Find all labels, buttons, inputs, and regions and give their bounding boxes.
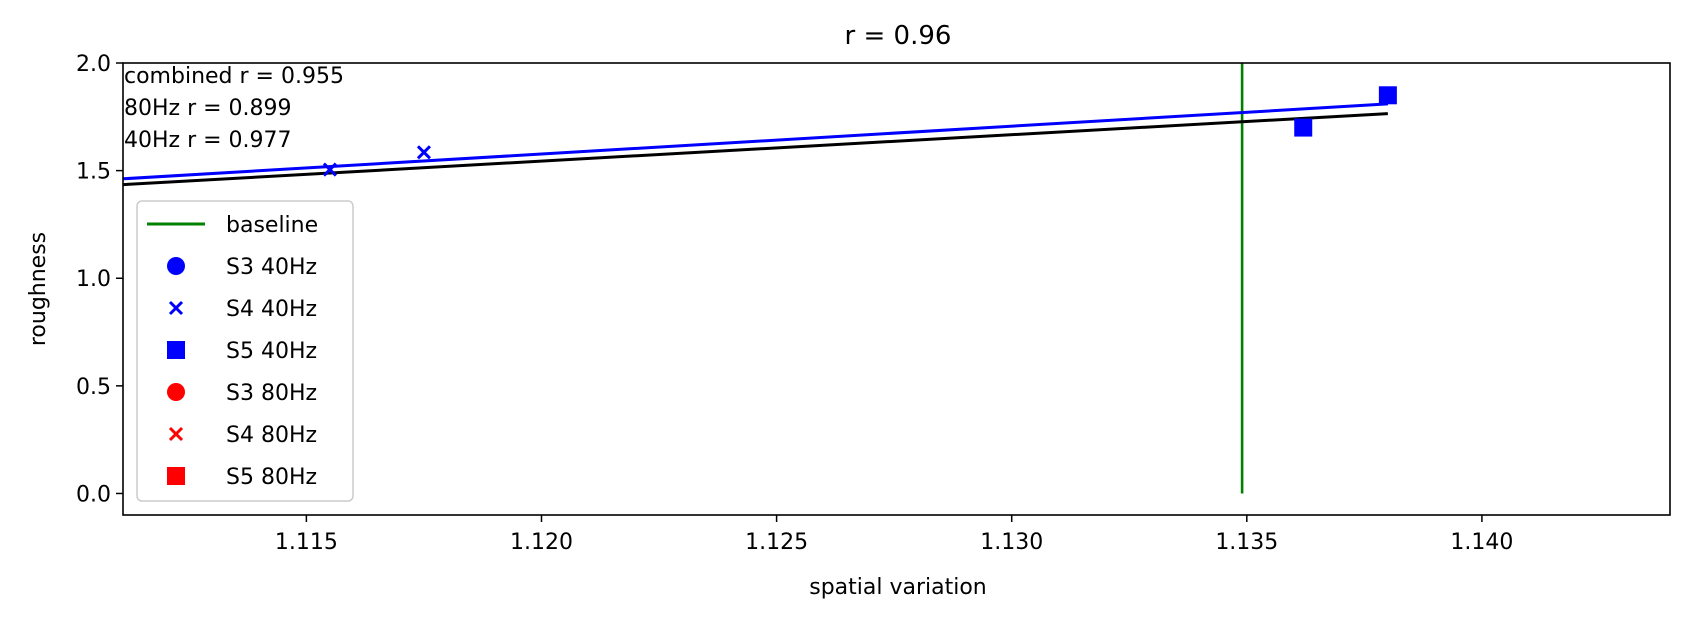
x-tick-label: 1.125	[745, 530, 808, 555]
fit-line-0	[123, 112, 1388, 187]
legend-marker-swatch	[168, 300, 184, 316]
legend-entry-s4-40hz: S4 40Hz	[168, 297, 317, 322]
legend: baseline S3 40Hz S4 40Hz S5 40Hz S3 80Hz S4 8…	[136, 200, 354, 502]
x-tick-label: 1.120	[510, 530, 573, 555]
legend-entry-baseline: baseline	[147, 213, 318, 238]
legend-label: S5 40Hz	[226, 339, 317, 364]
plot-area	[123, 63, 1397, 494]
x-tick-label: 1.140	[1450, 530, 1513, 555]
annotation-80hz-r: 80Hz r = 0.899	[124, 96, 292, 121]
y-tick-label: 0.5	[76, 375, 111, 400]
point-s5-40hz-0	[1294, 118, 1313, 137]
point-s5-40hz-1	[1378, 86, 1397, 105]
plot-marks	[123, 63, 1397, 494]
legend-entry-s5-40hz: S5 40Hz	[167, 339, 317, 364]
chart-title: r = 0.96	[845, 21, 952, 51]
y-axis-ticks: 0.0 0.5 1.0 1.5 2.0	[76, 52, 123, 507]
y-tick-label: 0.0	[76, 482, 111, 507]
legend-entry-s4-80hz: S4 80Hz	[168, 423, 317, 448]
legend-entry-s5-80hz: S5 80Hz	[167, 465, 317, 490]
legend-marker-swatch	[167, 257, 185, 275]
legend-label: baseline	[226, 213, 318, 238]
x-tick-label: 1.135	[1215, 530, 1278, 555]
legend-label: S4 40Hz	[226, 297, 317, 322]
legend-entry-s3-40hz: S3 40Hz	[167, 255, 317, 280]
x-axis-label: spatial variation	[809, 575, 987, 600]
plot-frame	[122, 62, 1671, 516]
legend-marker-swatch	[168, 426, 184, 442]
y-tick-label: 1.5	[76, 160, 111, 185]
y-tick-label: 2.0	[76, 52, 111, 77]
legend-marker-swatch	[167, 467, 185, 485]
fit-line-1	[123, 102, 1388, 181]
legend-label: S3 80Hz	[226, 381, 317, 406]
point-s4-40hz-0	[322, 162, 337, 177]
point-s4-40hz-1	[416, 145, 431, 160]
legend-label: S4 80Hz	[226, 423, 317, 448]
legend-marker-swatch	[167, 341, 185, 359]
legend-label: S5 80Hz	[226, 465, 317, 490]
x-axis-ticks: 1.115 1.120 1.125 1.130 1.135 1.140	[275, 515, 1513, 555]
legend-marker-swatch	[167, 383, 185, 401]
legend-box	[136, 200, 354, 502]
annotation-combined-r: combined r = 0.955	[124, 64, 344, 89]
x-tick-label: 1.130	[980, 530, 1043, 555]
correlation-annotations: combined r = 0.955 80Hz r = 0.899 40Hz r…	[124, 64, 344, 153]
y-axis-label: roughness	[26, 232, 51, 346]
legend-entry-s3-80hz: S3 80Hz	[167, 381, 317, 406]
annotation-40hz-r: 40Hz r = 0.977	[124, 128, 292, 153]
y-tick-label: 1.0	[76, 267, 111, 292]
legend-label: S3 40Hz	[226, 255, 317, 280]
x-tick-label: 1.115	[275, 530, 338, 555]
